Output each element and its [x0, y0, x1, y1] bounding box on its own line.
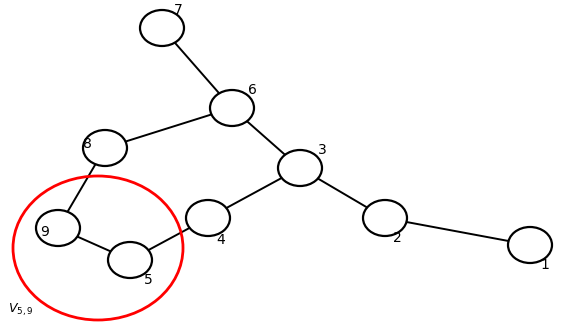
Text: 5: 5 — [144, 273, 153, 287]
Ellipse shape — [186, 200, 230, 236]
Ellipse shape — [210, 90, 254, 126]
Text: 2: 2 — [393, 231, 402, 245]
Ellipse shape — [83, 130, 127, 166]
Text: 3: 3 — [318, 143, 327, 157]
Ellipse shape — [108, 242, 152, 278]
Ellipse shape — [508, 227, 552, 263]
Ellipse shape — [363, 200, 407, 236]
Ellipse shape — [140, 10, 184, 46]
Text: 7: 7 — [174, 3, 183, 17]
Ellipse shape — [278, 150, 322, 186]
Text: 6: 6 — [248, 83, 257, 97]
Text: 4: 4 — [216, 233, 225, 247]
Ellipse shape — [36, 210, 80, 246]
Text: $V_{5,9}$: $V_{5,9}$ — [8, 302, 34, 318]
Text: 8: 8 — [83, 137, 92, 151]
Text: 9: 9 — [40, 225, 49, 239]
Text: 1: 1 — [540, 258, 549, 272]
